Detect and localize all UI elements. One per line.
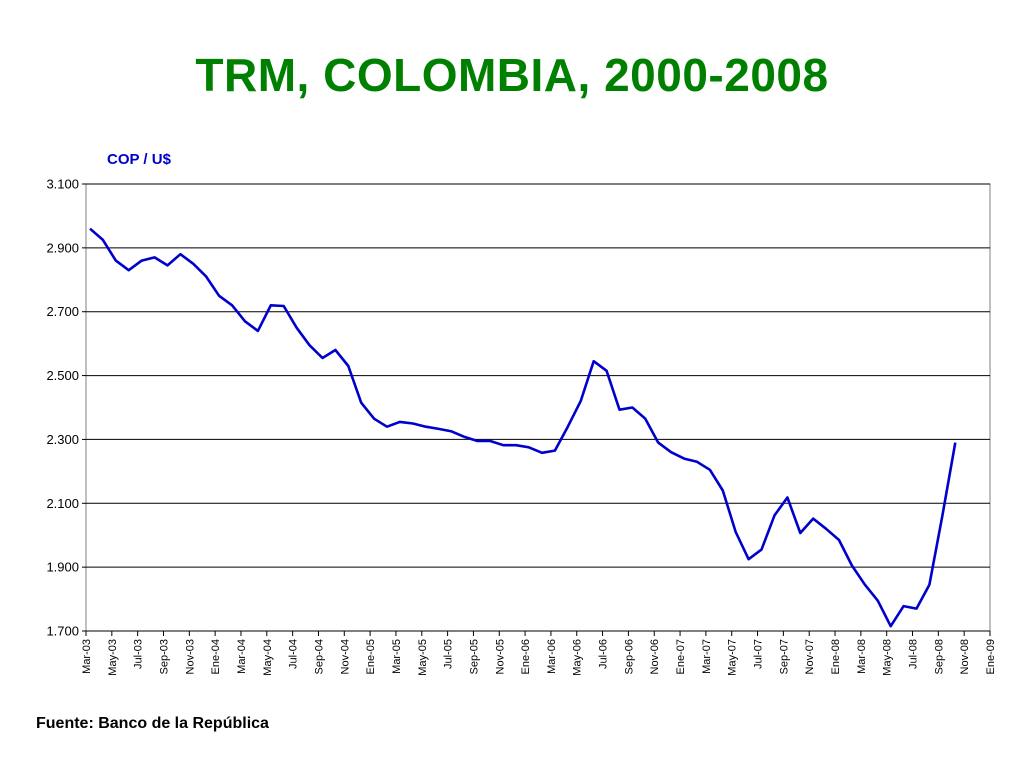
page-title: TRM, COLOMBIA, 2000-2008	[195, 49, 829, 101]
y-tick-label: 2.900	[46, 240, 79, 255]
x-tick-label: Sep-07	[778, 639, 790, 674]
x-tick-label: Mar-03	[81, 639, 93, 674]
y-tick-label: 2.300	[46, 432, 79, 447]
x-tick-label: Sep-03	[158, 639, 170, 674]
x-tick-label: Sep-05	[468, 639, 480, 674]
x-tick-label: Mar-06	[546, 639, 558, 674]
series-line	[89, 227, 957, 628]
x-tick-label: May-03	[107, 639, 119, 676]
y-tick-label: 2.700	[46, 304, 79, 319]
x-tick-label: Ene-09	[985, 639, 997, 674]
y-tick-label: 1.900	[46, 560, 79, 575]
x-tick-label: Mar-05	[391, 639, 403, 674]
x-tick-label: Nov-05	[494, 639, 506, 674]
x-tick-label: Mar-07	[701, 639, 713, 674]
x-tick-label: May-05	[417, 639, 429, 676]
x-tick-label: Nov-04	[339, 639, 351, 674]
x-tick-label: Ene-08	[830, 639, 842, 674]
x-tick-label: Ene-07	[675, 639, 687, 674]
plot-frame	[85, 183, 991, 632]
x-tick-label: Nov-07	[804, 639, 816, 674]
x-tick-label: May-07	[727, 639, 739, 676]
x-tick-label: Ene-04	[210, 639, 222, 674]
x-tick-label: Jul-04	[288, 639, 300, 669]
x-tick-label: May-06	[572, 639, 584, 676]
x-tick-label: Jul-03	[133, 639, 145, 669]
x-tick-label: Mar-04	[236, 639, 248, 674]
x-tick-label: Sep-08	[933, 639, 945, 674]
x-tick-label: Nov-03	[184, 639, 196, 674]
y-tick-label: 2.100	[46, 496, 79, 511]
x-tick-label: Jul-07	[753, 639, 765, 669]
x-tick-label: Sep-04	[313, 639, 325, 674]
series-group	[89, 227, 957, 628]
x-tick-label: Jul-08	[908, 639, 920, 669]
x-tick-label: Mar-08	[856, 639, 868, 674]
y-axis-label: COP / U$	[107, 151, 171, 168]
y-tick-label: 1.700	[46, 624, 79, 639]
x-tick-label: Nov-06	[649, 639, 661, 674]
x-tick-label: Sep-06	[623, 639, 635, 674]
x-tick-label: Nov-08	[959, 639, 971, 674]
x-tick-label: May-04	[262, 639, 274, 676]
x-tick-label: Ene-05	[365, 639, 377, 674]
y-tick-labels: 1.700 1.900 2.100 2.300 2.500 2.700 2.900 3.100	[46, 177, 79, 639]
gridlines	[82, 183, 991, 636]
x-tick-label: May-08	[882, 639, 894, 676]
y-tick-label: 3.100	[46, 177, 79, 192]
x-tick-label: Jul-06	[598, 639, 610, 669]
x-tick-label: Jul-05	[443, 639, 455, 669]
x-tick-label: Ene-06	[520, 639, 532, 674]
y-tick-label: 2.500	[46, 368, 79, 383]
x-tick-labels: Mar-03 May-03 Jul-03 Sep-03 Nov-03 Ene-04 Mar-…	[81, 639, 997, 676]
source-note: Fuente: Banco de la República	[36, 715, 269, 732]
